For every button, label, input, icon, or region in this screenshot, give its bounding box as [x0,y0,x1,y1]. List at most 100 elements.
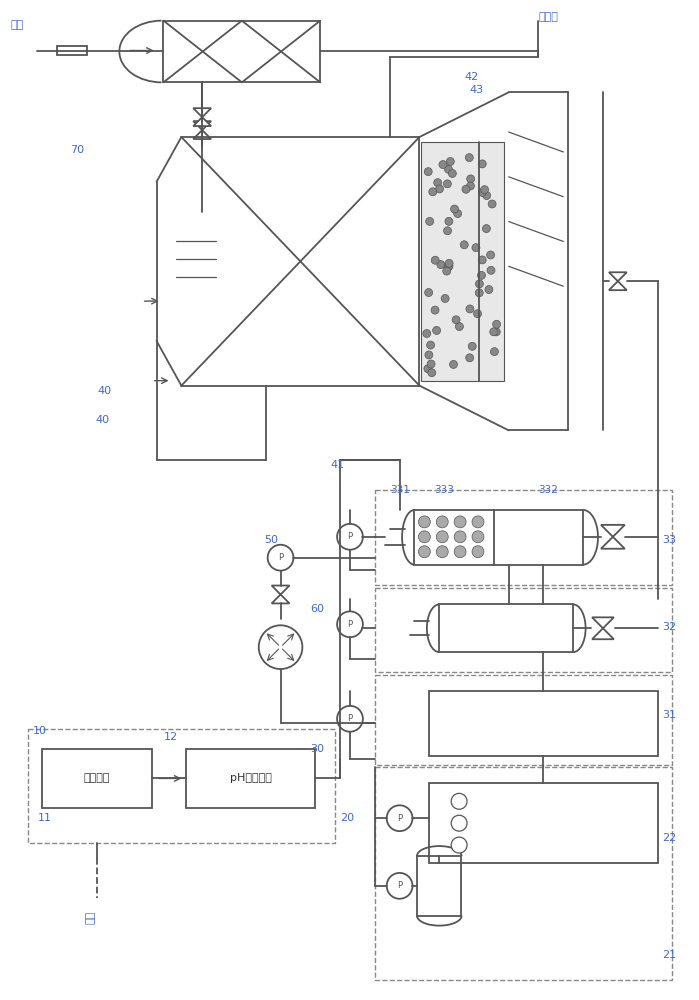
Circle shape [435,185,444,193]
Circle shape [337,524,363,550]
Circle shape [445,217,453,225]
Circle shape [268,545,294,571]
Circle shape [451,815,467,831]
Circle shape [454,516,466,528]
Circle shape [475,289,483,297]
Circle shape [419,516,431,528]
Circle shape [472,531,484,543]
Text: 40: 40 [97,386,111,396]
Text: 22: 22 [663,833,677,843]
Text: 11: 11 [38,813,52,823]
Text: P: P [397,881,402,890]
Circle shape [456,323,463,331]
Polygon shape [609,272,627,281]
Circle shape [474,310,482,318]
Circle shape [452,316,460,324]
Circle shape [439,161,447,169]
Circle shape [466,354,474,362]
Polygon shape [592,617,614,628]
Circle shape [443,180,452,188]
Circle shape [387,805,412,831]
Circle shape [487,251,495,259]
Text: 20: 20 [340,813,354,823]
Text: P: P [347,714,352,723]
Bar [187,749,315,808]
Circle shape [462,185,470,193]
Bar [375,767,672,980]
Text: 12: 12 [164,732,178,742]
Circle shape [454,531,466,543]
Circle shape [454,210,461,218]
Bar [439,604,573,652]
Text: pH调节单元: pH调节单元 [230,773,272,783]
Circle shape [425,351,433,359]
Polygon shape [272,586,289,594]
Circle shape [337,706,363,732]
Text: 70: 70 [70,145,85,155]
Circle shape [482,225,491,233]
Circle shape [445,262,453,270]
Text: 331: 331 [389,485,410,495]
Circle shape [478,256,487,264]
Circle shape [451,205,459,213]
Circle shape [492,328,500,336]
Text: 31: 31 [663,710,677,720]
Bar [164,21,320,82]
Polygon shape [601,537,625,549]
Circle shape [481,186,489,194]
Text: 21: 21 [663,950,677,960]
Text: 33: 33 [663,535,677,545]
Circle shape [472,546,484,558]
Circle shape [472,516,484,528]
Circle shape [425,289,433,297]
Circle shape [419,546,431,558]
Text: 32: 32 [663,622,677,632]
Bar [429,691,658,756]
Polygon shape [609,281,627,290]
Circle shape [445,263,452,271]
Text: 60: 60 [310,604,324,614]
Circle shape [444,227,452,235]
Circle shape [433,326,440,334]
Circle shape [433,179,442,187]
Circle shape [445,259,453,267]
Circle shape [454,546,466,558]
Text: 40: 40 [95,415,109,425]
Text: 过滤单元: 过滤单元 [84,773,110,783]
Text: 43: 43 [469,85,483,95]
Circle shape [437,261,445,269]
Bar [27,729,335,843]
Polygon shape [193,121,211,130]
Circle shape [424,365,432,373]
Circle shape [478,188,487,196]
Circle shape [419,531,431,543]
Circle shape [426,341,435,349]
Polygon shape [193,117,211,126]
Circle shape [259,625,303,669]
Text: 50: 50 [265,535,279,545]
Circle shape [436,516,448,528]
Text: 332: 332 [538,485,559,495]
Text: 产气水: 产气水 [538,12,559,22]
Text: P: P [397,814,402,823]
Bar [415,510,583,565]
Bar [375,675,672,765]
Text: 10: 10 [33,726,47,736]
Text: P: P [347,532,352,541]
Circle shape [445,165,452,173]
Circle shape [467,175,475,183]
Circle shape [428,369,435,377]
Circle shape [337,611,363,637]
Circle shape [488,200,496,208]
Circle shape [449,360,457,368]
Text: 41: 41 [330,460,345,470]
Circle shape [451,793,467,809]
Circle shape [478,160,487,168]
Circle shape [448,169,456,177]
Circle shape [490,328,498,336]
Polygon shape [193,130,211,139]
Bar [417,856,461,916]
Circle shape [424,168,432,176]
Circle shape [466,182,475,190]
Circle shape [441,295,449,302]
